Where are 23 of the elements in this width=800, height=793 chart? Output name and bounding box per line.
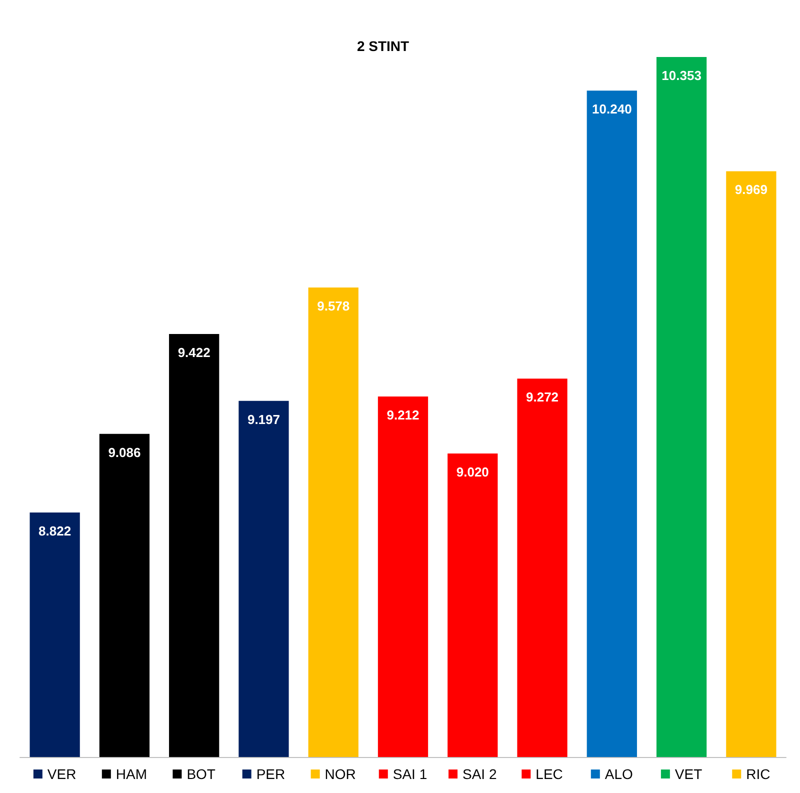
data-label: 9.086 xyxy=(108,444,141,460)
data-label: 9.969 xyxy=(734,182,768,198)
data-label: 8.822 xyxy=(38,523,72,538)
x-tick-label: LEC xyxy=(536,766,563,782)
x-tick-label: SAI 2 xyxy=(462,766,497,782)
x-tick-label: ALO xyxy=(604,766,634,782)
data-label: 9.578 xyxy=(317,298,350,314)
data-label: 9.020 xyxy=(456,464,489,480)
x-tick-label: VER xyxy=(47,766,76,782)
x-tick-label: VET xyxy=(674,766,703,782)
x-tick-label: HAM xyxy=(116,766,148,782)
x-tick-label: PER xyxy=(256,766,286,782)
x-tick-label: RIC xyxy=(746,766,770,782)
data-label: 9.272 xyxy=(526,390,559,405)
chart-title: 2 STINT xyxy=(356,38,410,54)
data-label: 10.353 xyxy=(662,68,702,83)
x-tick-label: SAI 1 xyxy=(392,766,428,782)
data-label: 9.212 xyxy=(386,407,420,422)
data-label: 9.197 xyxy=(247,412,280,427)
data-label: 10.240 xyxy=(592,102,632,117)
x-tick-label: NOR xyxy=(324,766,356,782)
x-tick-label: BOT xyxy=(186,766,216,782)
data-label: 9.422 xyxy=(178,344,210,360)
